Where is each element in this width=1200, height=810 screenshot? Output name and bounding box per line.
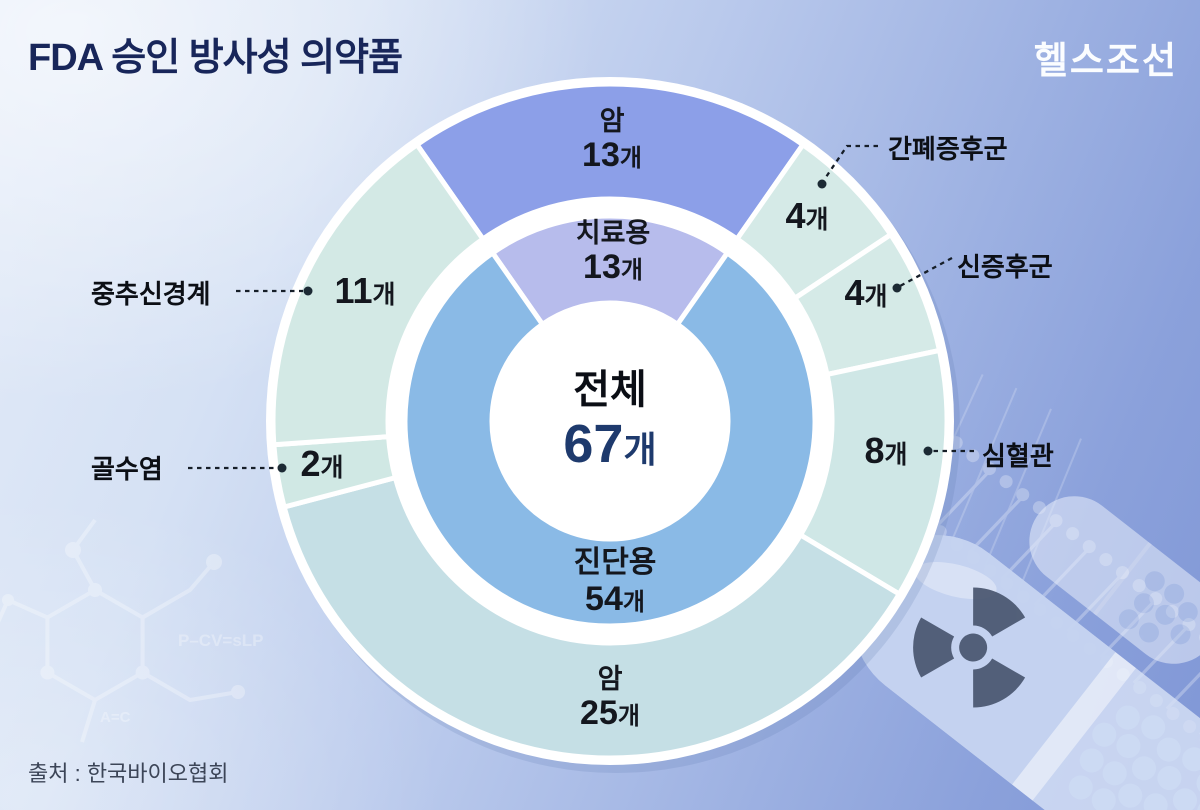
molecule-decoration: P–CV=sLP A=C — [0, 518, 264, 743]
center-total-value: 67 — [563, 413, 624, 474]
inner-segment-1-진단용 — [402, 250, 818, 629]
segment-label-cancer-diagnostic: 암 25개 — [580, 663, 640, 733]
callout-nephrotic: 신증후군 — [957, 252, 1053, 282]
outer-segment-0-암 — [414, 81, 806, 242]
center-total-label: 전체 — [573, 367, 647, 412]
center-total: 전체 67개 — [563, 367, 657, 474]
donut-chart — [270, 81, 950, 761]
radiation-trefoil-icon — [913, 587, 1030, 715]
capsule-radiation-decoration — [852, 535, 1200, 810]
callout-lines — [188, 144, 974, 470]
callout-cns: 중추신경계 — [91, 279, 211, 309]
callout-osteomyelitis: 골수염 — [91, 454, 163, 484]
source-note: 출처 : 한국바이오협회 — [28, 761, 229, 786]
segment-label-cancer-therapeutic: 암 13개 — [582, 105, 642, 175]
segment-label-diagnostic: 진단용 54개 — [573, 546, 657, 618]
count-hepatopulmonary: 4개 — [785, 194, 829, 236]
count-nephrotic: 4개 — [844, 271, 888, 313]
outer-segment-6-중추신경계 — [270, 142, 486, 448]
callout-hepatopulmonary: 간폐증후군 — [888, 134, 1008, 164]
count-cns: 11개 — [334, 269, 396, 311]
callout-cardiovascular: 심혈관 — [982, 441, 1054, 471]
inner-segment-0-치료용 — [490, 213, 730, 327]
callout-dots — [277, 179, 933, 473]
leader-hepatopulmonary — [823, 144, 878, 181]
molecule-formula-1: P–CV=sLP — [178, 631, 264, 650]
outer-segment-4-암 — [281, 475, 902, 761]
segment-label-therapeutic: 치료용 13개 — [575, 217, 651, 287]
count-osteomyelitis: 2개 — [300, 442, 344, 484]
leader-nephrotic — [899, 256, 953, 288]
count-cardiovascular: 8개 — [864, 429, 908, 471]
molecule-formula-2: A=C — [100, 709, 131, 726]
page-title: FDA 승인 방사성 의약품 — [28, 37, 403, 79]
publisher-logo: 헬스조선 — [1033, 40, 1178, 81]
capsule-small-decoration — [1029, 496, 1200, 664]
